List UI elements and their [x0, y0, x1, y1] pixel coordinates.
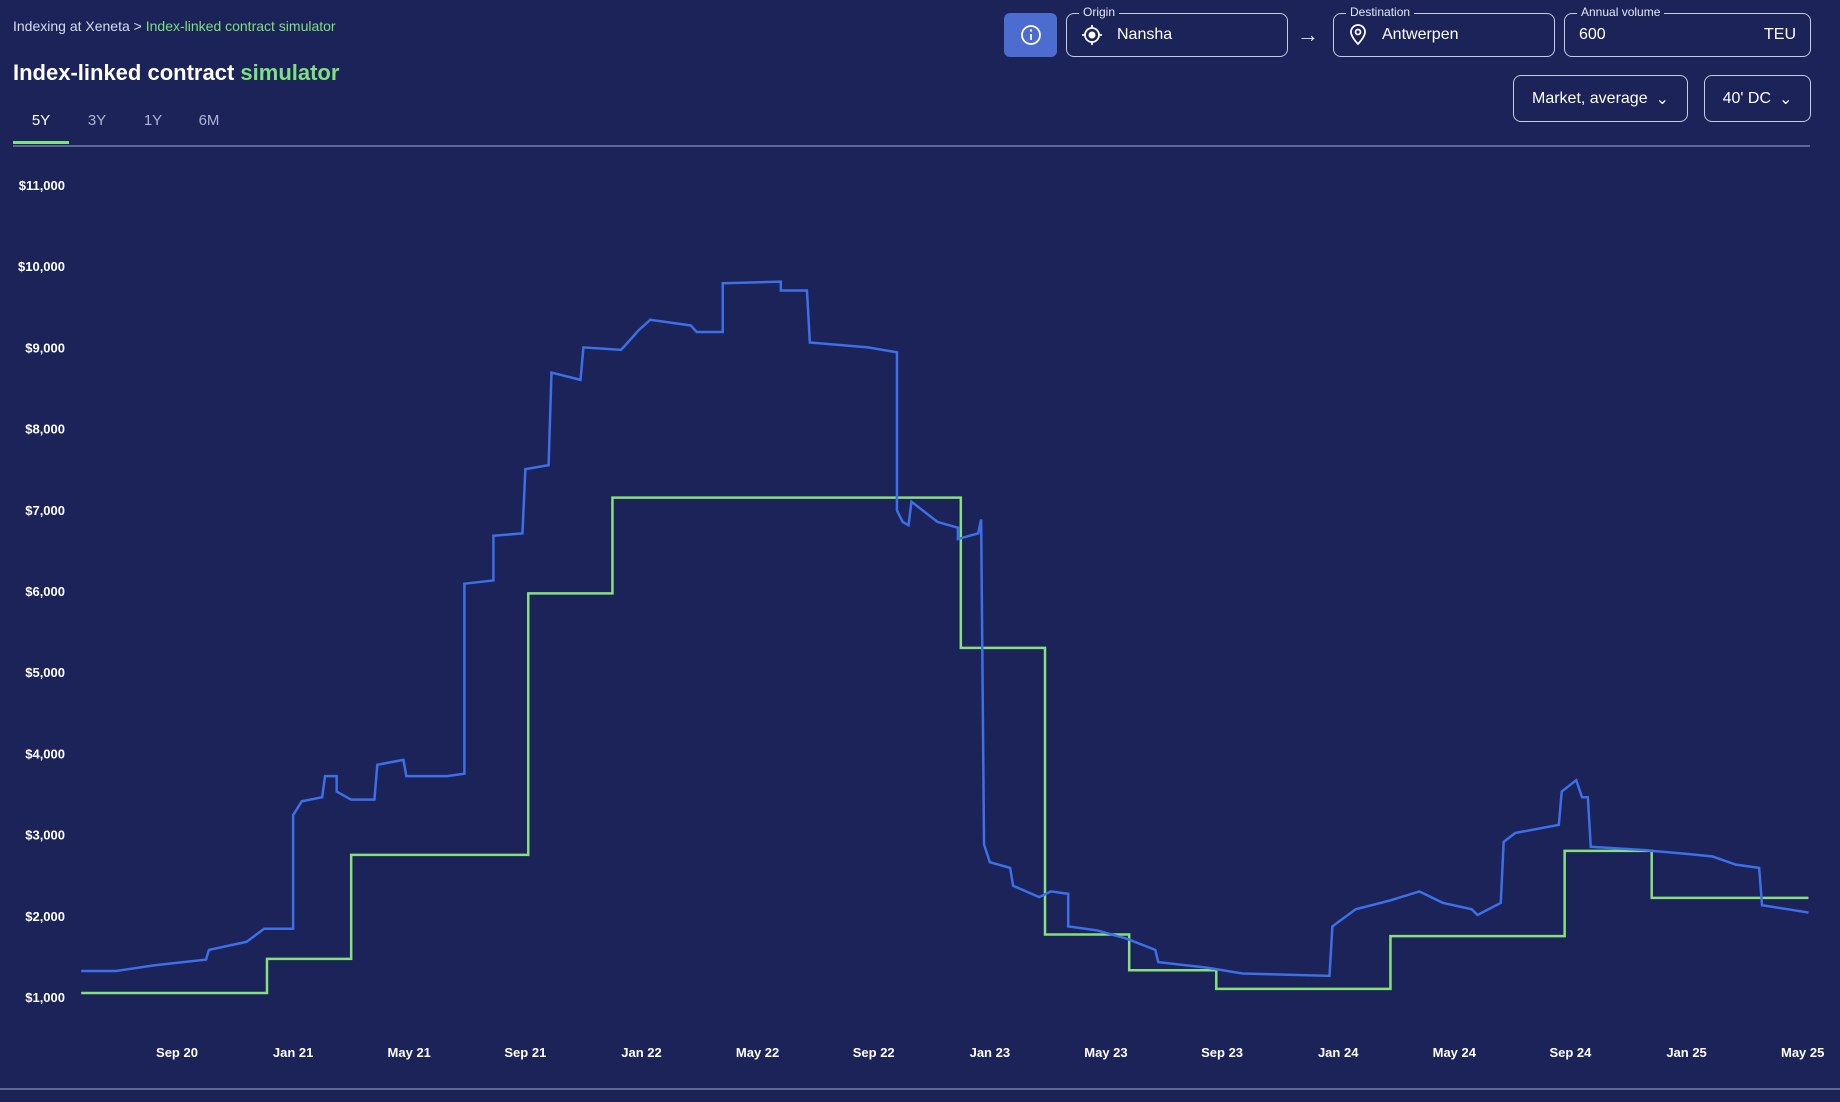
x-tick-label: Sep 23 [1201, 1045, 1243, 1060]
info-button[interactable] [1004, 13, 1057, 57]
tab-6m[interactable]: 6M [198, 112, 220, 129]
x-tick-label: Sep 22 [853, 1045, 895, 1060]
x-tick-label: Jan 22 [621, 1045, 661, 1060]
annual-volume-field[interactable]: Annual volume 600 TEU [1564, 5, 1811, 57]
origin-value: Nansha [1117, 26, 1173, 43]
x-tick-label: May 24 [1433, 1045, 1477, 1060]
market-series-line [81, 280, 1809, 978]
x-tick-label: May 23 [1084, 1045, 1127, 1060]
tab-5y[interactable]: 5Y [13, 112, 69, 144]
x-tick-label: Jan 21 [273, 1045, 313, 1060]
destination-value: Antwerpen [1382, 26, 1459, 43]
origin-field[interactable]: Origin Nansha [1066, 5, 1288, 57]
container-type-dropdown[interactable]: 40' DC ⌄ [1704, 75, 1811, 122]
x-tick-label: May 22 [736, 1045, 779, 1060]
info-icon [1020, 25, 1041, 45]
y-tick-label: $5,000 [25, 665, 65, 680]
y-tick-label: $6,000 [25, 584, 65, 599]
tabs-divider [13, 145, 1810, 147]
x-tick-label: Jan 25 [1666, 1045, 1706, 1060]
bottom-divider [0, 1088, 1840, 1090]
y-tick-label: $1,000 [25, 990, 65, 1005]
price-chart: $1,000 $2,000 $3,000 $4,000 $5,000 $6,000 $7,0… [18, 178, 1824, 1060]
chevron-down-icon: ⌄ [1779, 90, 1793, 108]
page-title-accent: simulator [240, 60, 340, 85]
y-tick-label: $7,000 [25, 503, 65, 518]
rate-type-dropdown[interactable]: Market, average ⌄ [1513, 75, 1688, 122]
crosshair-icon [1082, 25, 1102, 45]
container-type-value: 40' DC [1722, 89, 1771, 107]
y-axis: $1,000 $2,000 $3,000 $4,000 $5,000 $6,000 $7,0… [18, 178, 65, 1005]
x-tick-label: Jan 24 [1318, 1045, 1359, 1060]
breadcrumb: Indexing at Xeneta > Index-linked contra… [13, 18, 336, 34]
breadcrumb-parent-link[interactable]: Indexing at Xeneta [13, 18, 130, 34]
period-tabs: 5Y 3Y 1Y 6M [13, 112, 237, 144]
x-axis: Sep 20 Jan 21 May 21 Sep 21 Jan 22 May 22 Sep … [156, 1045, 1824, 1060]
annual-volume-unit: TEU [1764, 26, 1796, 43]
destination-field[interactable]: Destination Antwerpen [1333, 5, 1555, 57]
x-tick-label: May 25 [1781, 1045, 1824, 1060]
arrow-right-icon: → [1297, 22, 1319, 47]
tab-1y[interactable]: 1Y [143, 112, 163, 129]
series-lines [81, 280, 1809, 995]
origin-label: Origin [1079, 5, 1120, 19]
y-tick-label: $3,000 [25, 828, 65, 843]
contract-series-line [81, 496, 1809, 995]
chevron-down-icon: ⌄ [1655, 90, 1669, 108]
y-tick-label: $2,000 [25, 909, 65, 924]
annual-volume-value: 600 [1579, 26, 1606, 43]
page-title: Index-linked contract simulator [13, 60, 339, 86]
y-tick-label: $10,000 [18, 259, 65, 274]
x-tick-label: May 21 [388, 1045, 431, 1060]
breadcrumb-separator: > [133, 18, 142, 34]
x-tick-label: Jan 23 [970, 1045, 1010, 1060]
y-tick-label: $9,000 [25, 340, 65, 355]
y-tick-label: $4,000 [25, 746, 65, 761]
x-tick-label: Sep 21 [504, 1045, 546, 1060]
destination-label: Destination [1346, 5, 1415, 19]
y-tick-label: $8,000 [25, 422, 65, 437]
breadcrumb-current: Index-linked contract simulator [145, 18, 336, 34]
annual-volume-label: Annual volume [1577, 5, 1665, 19]
y-tick-label: $11,000 [19, 178, 65, 193]
rate-type-value: Market, average [1531, 89, 1648, 107]
tab-3y[interactable]: 3Y [87, 112, 107, 129]
x-tick-label: Sep 20 [156, 1045, 198, 1060]
page-title-main: Index-linked contract [13, 60, 235, 85]
location-pin-icon [1350, 24, 1366, 46]
x-tick-label: Sep 24 [1549, 1045, 1592, 1060]
